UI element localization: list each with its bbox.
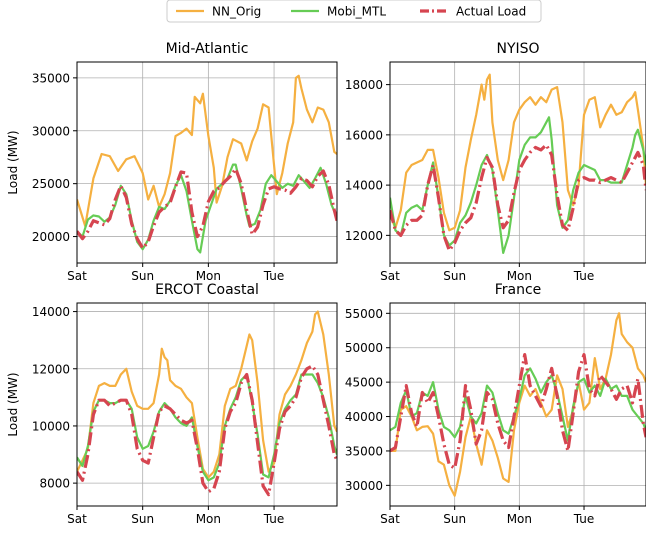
y-tick-label: 35000 xyxy=(32,71,70,85)
y-tick-label: 30000 xyxy=(345,479,383,493)
x-tick-label: Sun xyxy=(443,512,466,526)
y-tick-label: 40000 xyxy=(345,410,383,424)
series-line xyxy=(77,310,337,479)
y-tick-label: 55000 xyxy=(345,307,383,321)
series-line xyxy=(390,312,646,497)
axes-frame xyxy=(76,302,338,507)
y-tick-label: 14000 xyxy=(345,179,383,193)
y-tick-label: 20000 xyxy=(32,230,70,244)
y-tick-label: 25000 xyxy=(32,177,70,191)
x-tick-label: Tue xyxy=(573,269,595,283)
y-tick-label: 16000 xyxy=(345,128,383,142)
panel-title: NYISO xyxy=(496,41,539,57)
panel-title: Mid-Atlantic xyxy=(166,41,249,57)
axes-frame xyxy=(389,61,646,264)
x-tick-label: Sat xyxy=(380,269,400,283)
legend-entry: Actual Load xyxy=(420,5,526,19)
x-tick-label: Sat xyxy=(67,269,87,283)
x-tick-label: Sun xyxy=(131,512,154,526)
y-tick-label: 12000 xyxy=(345,229,383,243)
x-tick-label: Tue xyxy=(263,512,285,526)
y-tick-label: 12000 xyxy=(32,362,70,376)
x-tick-label: Sat xyxy=(380,512,400,526)
x-tick-label: Tue xyxy=(573,512,595,526)
series-line xyxy=(77,364,337,497)
chart-panel: 8000 10000 12000 14000 Sat Sun Mon Tue ERCOT Coa… xyxy=(6,282,338,526)
chart-panels: 20000 25000 30000 35000 Sat Sun Mon Tue Mid-Atla… xyxy=(6,41,646,526)
panel-title: ERCOT Coastal xyxy=(155,282,259,298)
y-tick-label: 30000 xyxy=(32,124,70,138)
legend-entry: Mobi_MTL xyxy=(291,5,386,19)
axes-frame xyxy=(389,302,646,507)
x-tick-label: Mon xyxy=(196,269,221,283)
chart-panel: 12000 14000 16000 18000 Sat Sun Mon Tue NYISO xyxy=(345,41,646,283)
legend-entry: NN_Orig xyxy=(176,5,261,19)
series-line xyxy=(390,367,646,442)
x-tick-label: Mon xyxy=(507,269,532,283)
y-tick-label: 45000 xyxy=(345,376,383,390)
series-line xyxy=(390,143,646,252)
x-tick-label: Mon xyxy=(196,512,221,526)
legend-label: Mobi_MTL xyxy=(327,5,386,19)
y-tick-label: 14000 xyxy=(32,305,70,319)
y-tick-label: 35000 xyxy=(345,444,383,458)
panel-title: France xyxy=(495,282,542,298)
y-tick-label: 18000 xyxy=(345,78,383,92)
axes-frame xyxy=(76,61,338,264)
legend-label: Actual Load xyxy=(456,5,526,19)
x-tick-label: Sat xyxy=(67,512,87,526)
series-line xyxy=(77,163,337,254)
y-axis-label: Load (MW) xyxy=(6,130,20,194)
y-axis-label: Load (MW) xyxy=(6,372,20,436)
series-line xyxy=(77,167,337,250)
y-tick-label: 8000 xyxy=(39,477,70,491)
x-tick-label: Sun xyxy=(131,269,154,283)
y-tick-label: 50000 xyxy=(345,341,383,355)
chart-panel: 30000 35000 40000 45000 50000 55000 Sat Sun Mon T… xyxy=(345,282,646,526)
legend: NN_Orig Mobi_MTL Actual Load xyxy=(166,0,542,23)
x-tick-label: Mon xyxy=(507,512,532,526)
legend-label: NN_Orig xyxy=(212,5,261,19)
series-line xyxy=(390,353,646,470)
x-tick-label: Sun xyxy=(443,269,466,283)
y-tick-label: 10000 xyxy=(32,419,70,433)
series-line xyxy=(390,73,646,232)
chart-panel: 20000 25000 30000 35000 Sat Sun Mon Tue Mid-Atla… xyxy=(6,41,338,283)
series-line xyxy=(77,74,337,228)
legend-frame xyxy=(166,0,542,23)
x-tick-label: Tue xyxy=(263,269,285,283)
